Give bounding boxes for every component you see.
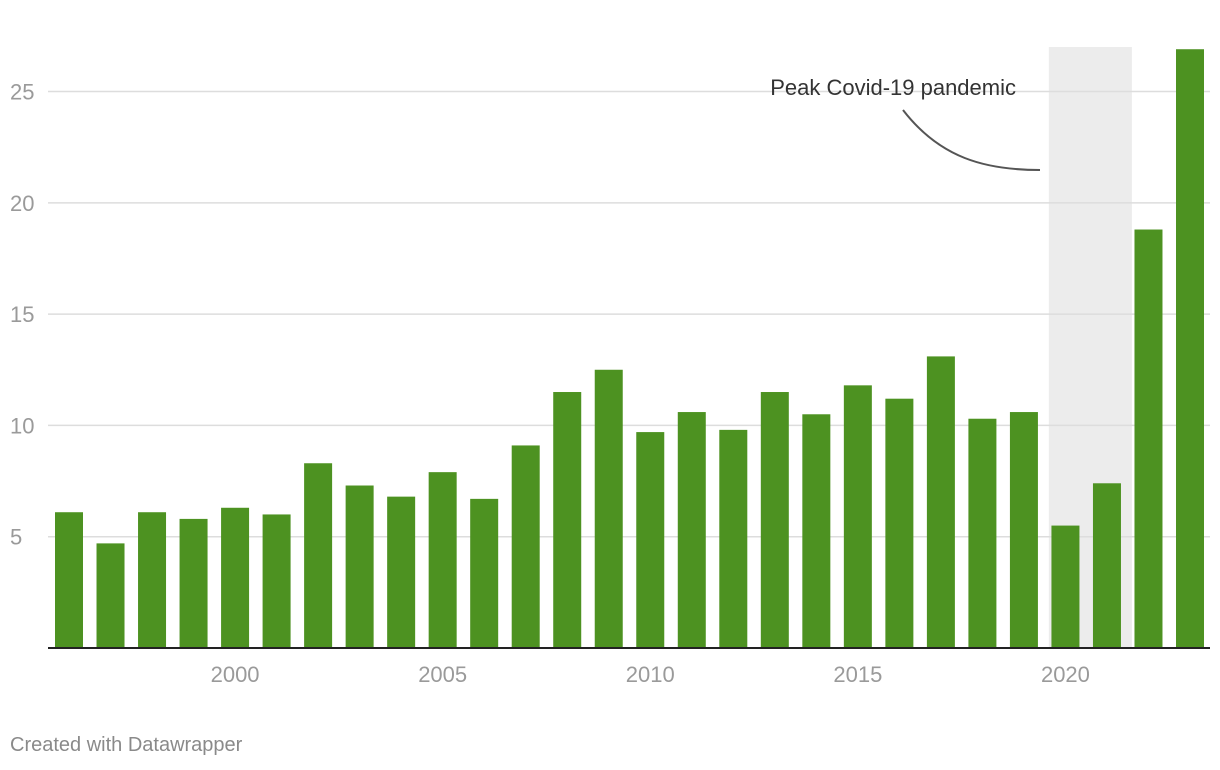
x-tick-label: 2010: [626, 662, 675, 687]
bar: [636, 432, 665, 648]
bar: [1051, 525, 1080, 648]
annotation-label: Peak Covid-19 pandemic: [770, 75, 1016, 100]
bar: [553, 392, 582, 648]
bar: [470, 498, 499, 648]
bar: [304, 463, 333, 648]
bar: [138, 512, 167, 648]
y-tick-label: 20: [10, 191, 34, 216]
bar: [1176, 49, 1204, 648]
bar: [221, 507, 250, 648]
bar: [885, 398, 914, 648]
bar: [1092, 483, 1121, 648]
x-tick-label: 2000: [211, 662, 260, 687]
bar: [677, 412, 706, 648]
bar: [179, 518, 208, 648]
bar: [428, 472, 457, 648]
x-tick-label: 2005: [418, 662, 467, 687]
bar: [1009, 412, 1038, 648]
bar: [760, 392, 789, 648]
bar: [843, 385, 872, 648]
bar: [968, 418, 997, 648]
bar: [926, 356, 955, 648]
y-tick-label: 5: [10, 525, 22, 550]
bar: [387, 496, 416, 648]
bar: [55, 512, 83, 648]
y-tick-label: 25: [10, 80, 34, 105]
bar: [719, 429, 748, 648]
x-tick-label: 2020: [1041, 662, 1090, 687]
bar: [511, 445, 540, 648]
bar-chart: 5 10 15 20 25 2000 2005 2010 2015 2020 Peak Covid…: [10, 47, 1210, 687]
bar: [262, 514, 291, 648]
y-tick-label: 15: [10, 302, 34, 327]
bar: [96, 543, 125, 648]
bar: [345, 485, 374, 648]
x-tick-label: 2015: [833, 662, 882, 687]
chart-credit: Created with Datawrapper: [10, 734, 243, 756]
bar: [802, 414, 831, 648]
bar: [1134, 229, 1163, 648]
annotation-connector-line: [902, 109, 1041, 171]
bar: [594, 369, 623, 648]
y-tick-label: 10: [10, 413, 34, 438]
